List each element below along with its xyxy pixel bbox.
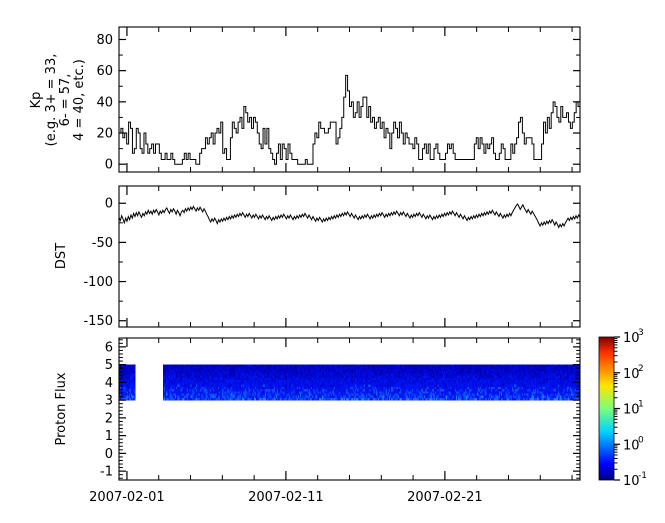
proton-flux-x-ticks — [126, 338, 573, 480]
dst-y-ticks: -150 -100 -50 0 — [83, 197, 580, 329]
kp-ylabel-line-4: 4 = 40, etc.) — [72, 59, 87, 141]
pf-yticks-label: 3 — [105, 394, 113, 409]
colorbar-tick-mantissa: 10 — [623, 438, 640, 453]
colorbar-tick-mantissa: 10 — [623, 474, 640, 489]
colorbar-tick-exponent: 0 — [638, 435, 644, 445]
kp-ylabel-line-3: 6- = 57, — [58, 74, 73, 127]
pf-yticks-label: 1 — [105, 429, 113, 444]
colorbar-tick-exponent: 3 — [638, 328, 644, 338]
colorbar-tick-exponent: 2 — [638, 364, 644, 374]
x-tick-label: 2007-02-01 — [89, 490, 165, 505]
pf-yticks-label: 5 — [105, 358, 113, 373]
colorbar-tick-mantissa: 10 — [623, 331, 640, 346]
x-tick-label: 2007-02-21 — [407, 490, 483, 505]
colorbar-tick-exponent: 1 — [638, 400, 644, 410]
panel-kp: 0 20 40 60 80 Kp (e.g. 3+ = 33, 6- = 57, 4 =… — [29, 26, 581, 173]
kp-x-ticks — [126, 27, 573, 172]
proton-flux-spectrogram — [119, 364, 580, 401]
panel-dst: -150 -100 -50 0 DST — [54, 185, 581, 329]
dst-x-ticks — [126, 186, 573, 327]
dst-yticks-label: -50 — [92, 236, 113, 251]
colorbar-tick-mantissa: 10 — [623, 367, 640, 382]
proton-flux-ylabel: Proton Flux — [54, 372, 69, 445]
dst-yticks-label: 0 — [105, 197, 113, 212]
pf-yticks-label: 6 — [105, 340, 113, 355]
dst-data-area — [119, 203, 580, 229]
dst-ylabel: DST — [54, 243, 69, 269]
kp-series-line — [119, 74, 580, 165]
kp-data-area — [119, 74, 580, 165]
x-tick-label: 2007-02-11 — [248, 490, 324, 505]
kp-yticks-label: 0 — [105, 158, 113, 173]
dst-series-line — [119, 203, 580, 229]
kp-yticks-label: 80 — [96, 33, 113, 48]
colorbar-gradient — [599, 337, 614, 480]
dst-yticks-label: -100 — [83, 275, 113, 290]
colorbar-tick-mantissa: 10 — [623, 403, 640, 418]
kp-yticks-label: 20 — [96, 127, 113, 142]
kp-ylabel-line-2: (e.g. 3+ = 33, — [44, 54, 59, 147]
kp-ylabel-line-1: Kp — [29, 92, 44, 109]
colorbar-ticks — [614, 336, 620, 481]
panel-proton-flux: -1 0 1 2 3 4 5 6 2007-02-01 2007-02-11 2007-02-21… — [54, 337, 581, 505]
pf-yticks-label: -1 — [100, 465, 113, 480]
proton-flux-y-ticks: -1 0 1 2 3 4 5 6 — [100, 339, 580, 480]
kp-yticks-label: 60 — [96, 64, 113, 79]
proton-flux-data-area — [119, 364, 580, 401]
x-axis-tick-labels: 2007-02-01 2007-02-11 2007-02-21 — [89, 490, 482, 505]
kp-y-ticks: 0 20 40 60 80 — [96, 33, 580, 173]
pf-yticks-label: 0 — [105, 447, 113, 462]
colorbar-tick-exponent: -1 — [638, 471, 647, 481]
pf-yticks-label: 4 — [105, 376, 113, 391]
dst-yticks-label: -150 — [83, 314, 113, 329]
kp-yticks-label: 40 — [96, 95, 113, 110]
pf-yticks-label: 2 — [105, 411, 113, 426]
kp-y-axis-title: Kp (e.g. 3+ = 33, 6- = 57, 4 = 40, etc.) — [29, 54, 87, 147]
